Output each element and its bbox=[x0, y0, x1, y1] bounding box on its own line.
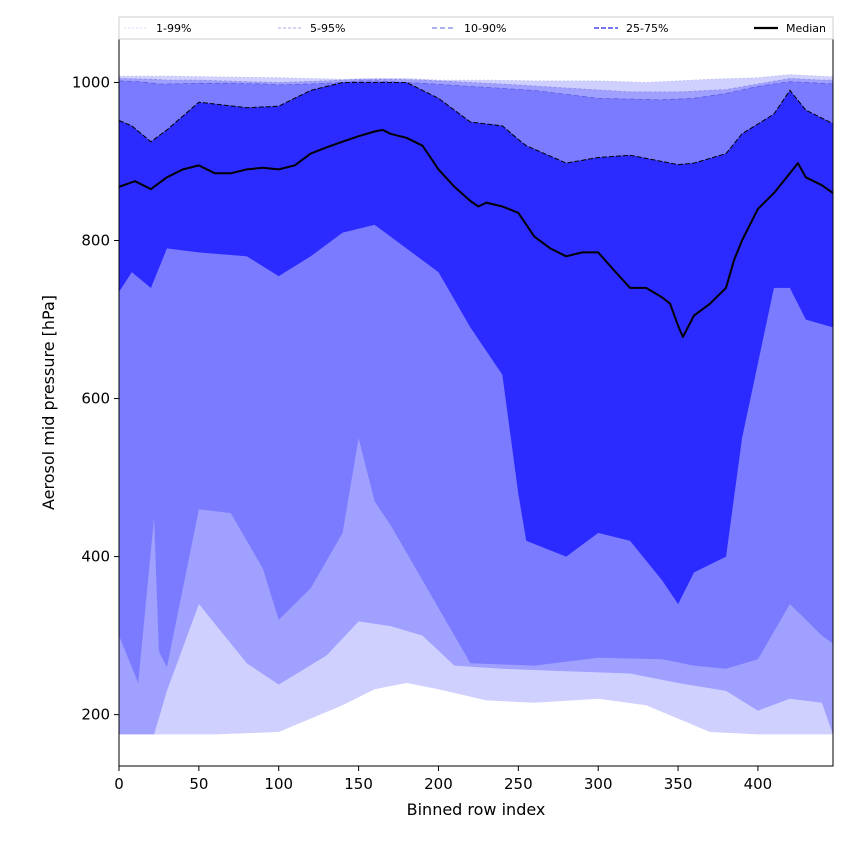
band-edge-10-90% bbox=[119, 80, 833, 101]
x-tick-label: 150 bbox=[344, 775, 373, 793]
y-tick-label: 1000 bbox=[72, 73, 110, 91]
plot-lines bbox=[119, 74, 833, 338]
x-tick-label: 50 bbox=[189, 775, 208, 793]
median-line bbox=[119, 128, 833, 338]
y-tick-label: 600 bbox=[81, 390, 110, 408]
legend-label: 1-99% bbox=[156, 22, 191, 35]
x-axis: 0 50 100 150 200 250 300 350 400 bbox=[114, 766, 772, 793]
legend-label: Median bbox=[786, 22, 826, 35]
x-axis-label: Binned row index bbox=[407, 800, 546, 819]
y-tick-label: 200 bbox=[81, 706, 110, 724]
y-tick-label: 400 bbox=[81, 548, 110, 566]
legend-box bbox=[118, 16, 834, 40]
legend-label: 25-75% bbox=[626, 22, 668, 35]
y-tick-label: 800 bbox=[81, 232, 110, 250]
legend-label: 10-90% bbox=[464, 22, 506, 35]
x-tick-label: 350 bbox=[664, 775, 693, 793]
x-tick-label: 400 bbox=[744, 775, 773, 793]
legend-label: 5-95% bbox=[310, 22, 345, 35]
y-axis: 200 400 600 800 1000 bbox=[72, 73, 119, 724]
band-edge-5-95% bbox=[119, 78, 833, 93]
y-axis-label: Aerosol mid pressure [hPa] bbox=[39, 295, 58, 510]
legend: 1-99% 5-95% 10-90% 25-75% Median bbox=[118, 16, 834, 40]
band-edge-25-75% bbox=[119, 82, 833, 166]
x-tick-label: 300 bbox=[584, 775, 613, 793]
x-tick-label: 100 bbox=[264, 775, 293, 793]
x-tick-label: 250 bbox=[504, 775, 533, 793]
band-core bbox=[119, 82, 833, 604]
x-tick-label: 0 bbox=[114, 775, 124, 793]
plot-area bbox=[119, 74, 833, 735]
x-tick-label: 200 bbox=[424, 775, 453, 793]
